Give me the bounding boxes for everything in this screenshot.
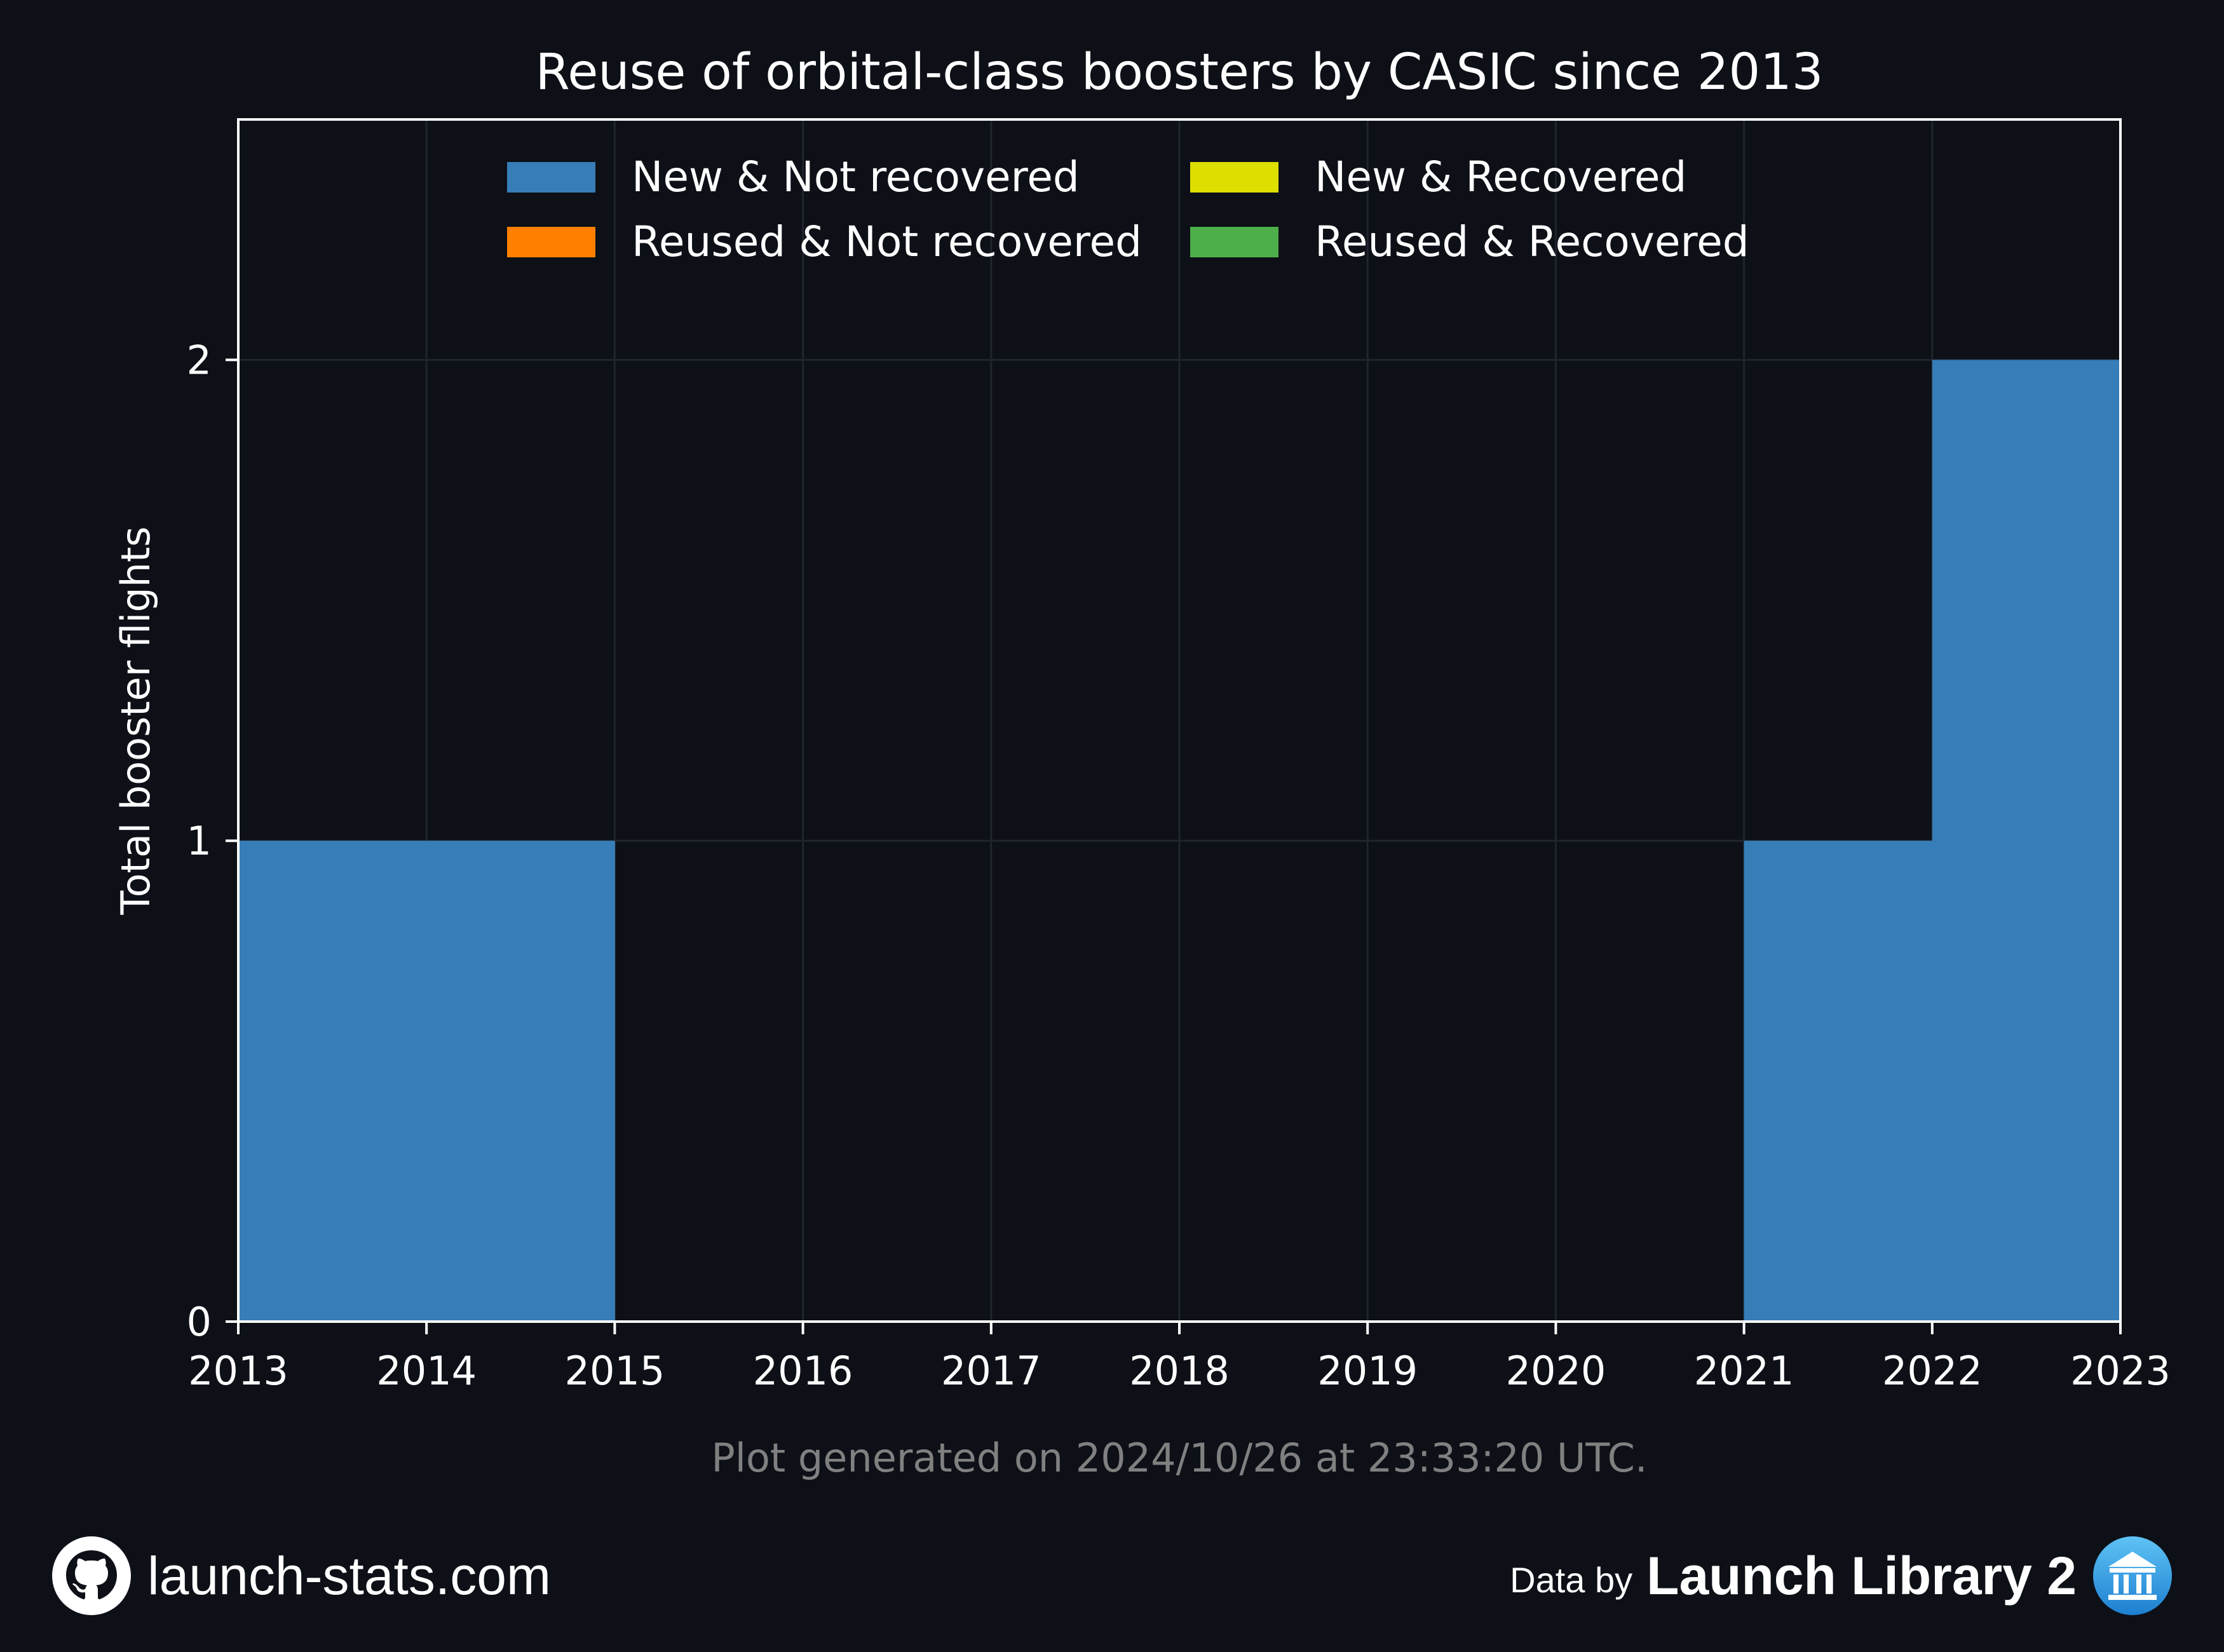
x-tick-label-2020: 2020 [1506,1348,1606,1394]
x-tick-label-2021: 2021 [1694,1348,1794,1394]
legend: New & Not recovered Reused & Not recovere… [507,152,1749,266]
legend-swatch-1 [1190,162,1278,193]
site-link[interactable]: launch-stats.com [147,1545,551,1606]
axis-ticks: 2013 2014 2015 2016 2017 2018 2019 2020 2021 2022… [187,337,2171,1394]
launch-library-icon [2093,1536,2172,1615]
y-axis-label: Total booster flights [112,526,159,915]
bars [238,360,2121,1322]
legend-label-1: New & Recovered [1315,152,1686,201]
generated-note: Plot generated on 2024/10/26 at 23:33:20… [711,1435,1647,1481]
legend-label-3: Reused & Recovered [1315,217,1749,266]
x-tick-label-2023: 2023 [2070,1348,2171,1394]
bar-2014-series-0 [426,841,615,1322]
github-icon [52,1536,131,1615]
x-tick-label-2014: 2014 [376,1348,477,1394]
footer-site[interactable]: launch-stats.com [51,1534,551,1617]
y-tick-label-0: 0 [187,1299,212,1345]
x-tick-label-2016: 2016 [753,1348,853,1394]
y-tick-label-2: 2 [187,337,212,383]
legend-label-0: New & Not recovered [632,152,1080,201]
x-tick-label-2013: 2013 [188,1348,288,1394]
bar-2013-series-0 [238,841,427,1322]
x-tick-label-2022: 2022 [1882,1348,1983,1394]
x-tick-label-2015: 2015 [565,1348,665,1394]
legend-label-2: Reused & Not recovered [632,217,1142,266]
chart-title: Reuse of orbital-class boosters by CASIC… [536,44,1824,101]
legend-swatch-0 [507,162,595,193]
data-by-label: Data by [1510,1559,1633,1600]
bar-2021-series-0 [1744,841,1933,1322]
legend-swatch-3 [1190,227,1278,257]
footer-source: Data by Launch Library 2 [1510,1534,2173,1617]
x-tick-label-2017: 2017 [941,1348,1041,1394]
source-name[interactable]: Launch Library 2 [1646,1545,2077,1606]
bar-2022-series-0 [1932,360,2121,1322]
x-tick-label-2018: 2018 [1129,1348,1230,1394]
legend-swatch-2 [507,227,595,257]
y-tick-label-1: 1 [187,818,212,864]
x-tick-label-2019: 2019 [1317,1348,1418,1394]
